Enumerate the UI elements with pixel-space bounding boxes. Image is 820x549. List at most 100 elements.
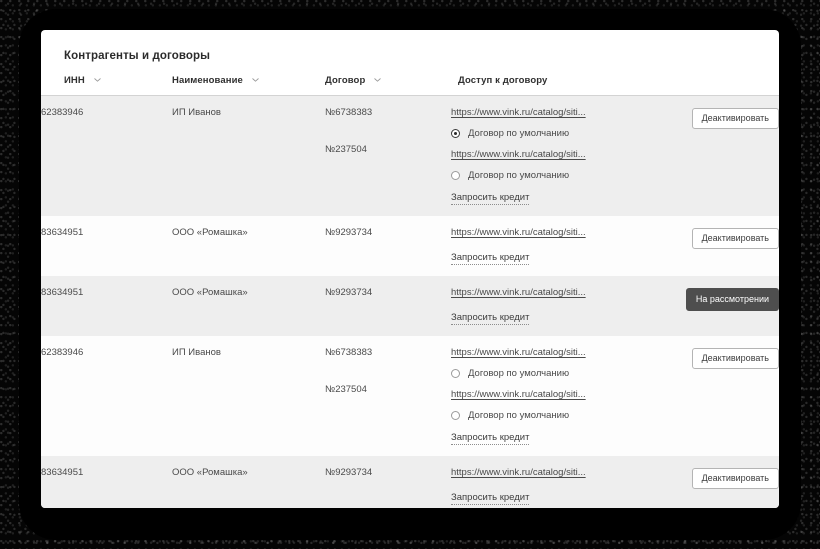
row-action: Деактивировать	[691, 107, 779, 129]
cell-name: ИП Иванов	[172, 347, 221, 358]
cell-access: https://www.vink.ru/catalog/siti... Запро…	[451, 276, 779, 336]
contract-number: №9293734	[325, 227, 373, 238]
access-wrapper: https://www.vink.ru/catalog/siti... Запро…	[451, 287, 779, 325]
contractors-table: ИНН Наименование Договор	[41, 75, 779, 508]
column-header-inn[interactable]: ИНН	[41, 75, 172, 96]
table-header-row: ИНН Наименование Договор	[41, 75, 779, 96]
column-header-access-label: Доступ к договору	[458, 75, 548, 86]
default-contract-label: Договор по умолчанию	[468, 128, 570, 139]
request-credit-link[interactable]: Запросить кредит	[451, 492, 530, 505]
radio-selected-icon[interactable]	[451, 129, 460, 138]
contract-number: №6738383	[325, 347, 373, 358]
request-credit-link[interactable]: Запросить кредит	[451, 312, 530, 325]
contract-access-block: https://www.vink.ru/catalog/siti...	[451, 227, 684, 241]
deactivate-button[interactable]: Деактивировать	[691, 348, 779, 369]
default-contract-label: Договор по умолчанию	[468, 410, 570, 421]
deactivate-button[interactable]: Деактивировать	[691, 228, 779, 249]
contract-access-block: https://www.vink.ru/catalog/siti...	[451, 287, 678, 301]
contract-document-link[interactable]: https://www.vink.ru/catalog/siti...	[451, 227, 586, 238]
cell-inn: 83634951	[41, 287, 84, 298]
deactivate-button[interactable]: Деактивировать	[691, 468, 779, 489]
chevron-down-icon[interactable]	[93, 78, 101, 82]
radio-unselected-icon[interactable]	[451, 171, 460, 180]
default-contract-label: Договор по умолчанию	[468, 368, 570, 379]
contract-access-block: https://www.vink.ru/catalog/siti... Догов…	[451, 107, 684, 139]
contract-access-block: https://www.vink.ru/catalog/siti... Догов…	[451, 389, 684, 421]
cell-access: https://www.vink.ru/catalog/siti... Запро…	[451, 216, 779, 276]
cell-access: https://www.vink.ru/catalog/siti... Догов…	[451, 336, 779, 456]
deactivate-button[interactable]: Деактивировать	[691, 108, 779, 129]
table-body: 62383946 ИП Иванов №6738383 №237504 https://…	[41, 95, 779, 508]
row-action: Деактивировать	[691, 347, 779, 369]
access-contracts: https://www.vink.ru/catalog/siti... Догов…	[451, 347, 684, 445]
cell-contract-numbers: №6738383 №237504	[325, 96, 451, 217]
cell-access: https://www.vink.ru/catalog/siti... Запро…	[451, 456, 779, 508]
table-row: 83634951 ООО «Ромашка» №9293734 https://www…	[41, 276, 779, 336]
contract-number: №237504	[325, 384, 367, 395]
cell-name: ООО «Ромашка»	[172, 287, 248, 298]
status-badge: На рассмотрении	[685, 288, 779, 311]
default-contract-radio-row[interactable]: Договор по умолчанию	[451, 410, 684, 421]
cell-inn: 83634951	[41, 467, 84, 478]
access-wrapper: https://www.vink.ru/catalog/siti... Запро…	[451, 467, 779, 505]
contract-access-block: https://www.vink.ru/catalog/siti... Догов…	[451, 149, 684, 181]
default-contract-radio-row[interactable]: Договор по умолчанию	[451, 128, 684, 139]
radio-unselected-icon[interactable]	[451, 411, 460, 420]
column-header-name-label: Наименование	[172, 75, 243, 86]
row-action: На рассмотрении	[685, 287, 779, 311]
table-header: ИНН Наименование Договор	[41, 75, 779, 96]
radio-unselected-icon[interactable]	[451, 369, 460, 378]
contract-access-block: https://www.vink.ru/catalog/siti... Догов…	[451, 347, 684, 379]
table-row: 62383946 ИП Иванов №6738383 №237504 https://…	[41, 95, 779, 217]
column-header-inn-label: ИНН	[64, 75, 85, 86]
default-contract-radio-row[interactable]: Договор по умолчанию	[451, 170, 684, 181]
row-action: Деактивировать	[691, 467, 779, 489]
column-header-contract-label: Договор	[325, 75, 366, 86]
row-action: Деактивировать	[691, 227, 779, 249]
cell-contract-numbers: №9293734	[325, 216, 451, 276]
access-contracts: https://www.vink.ru/catalog/siti... Запро…	[451, 287, 678, 325]
table-row: 83634951 ООО «Ромашка» №9293734 https://www…	[41, 216, 779, 276]
request-credit-link[interactable]: Запросить кредит	[451, 192, 530, 205]
request-credit-link[interactable]: Запросить кредит	[451, 252, 530, 265]
column-header-name[interactable]: Наименование	[172, 75, 325, 96]
contract-document-link[interactable]: https://www.vink.ru/catalog/siti...	[451, 107, 586, 118]
contract-document-link[interactable]: https://www.vink.ru/catalog/siti...	[451, 467, 586, 478]
contract-document-link[interactable]: https://www.vink.ru/catalog/siti...	[451, 389, 586, 400]
cell-inn: 62383946	[41, 347, 84, 358]
contract-document-link[interactable]: https://www.vink.ru/catalog/siti...	[451, 149, 586, 160]
table-row: 83634951 ООО «Ромашка» №9293734 https://www…	[41, 456, 779, 508]
cell-inn: 62383946	[41, 107, 84, 118]
column-header-access: Доступ к договору	[451, 75, 779, 96]
cell-name: ООО «Ромашка»	[172, 467, 248, 478]
cell-inn: 83634951	[41, 227, 84, 238]
contractors-card: Контрагенты и договоры ИНН Наименование	[41, 30, 779, 508]
contract-number: №9293734	[325, 467, 373, 478]
cell-name: ИП Иванов	[172, 107, 221, 118]
request-credit-link[interactable]: Запросить кредит	[451, 432, 530, 445]
contract-number: №237504	[325, 144, 367, 155]
page-title: Контрагенты и договоры	[64, 50, 211, 62]
access-contracts: https://www.vink.ru/catalog/siti... Запро…	[451, 467, 684, 505]
access-contracts: https://www.vink.ru/catalog/siti... Догов…	[451, 107, 684, 205]
table-row: 62383946 ИП Иванов №6738383 №237504 https://…	[41, 336, 779, 456]
chevron-down-icon[interactable]	[251, 78, 259, 82]
contract-document-link[interactable]: https://www.vink.ru/catalog/siti...	[451, 287, 586, 298]
contract-access-block: https://www.vink.ru/catalog/siti...	[451, 467, 684, 481]
cell-contract-numbers: №6738383 №237504	[325, 336, 451, 456]
contract-document-link[interactable]: https://www.vink.ru/catalog/siti...	[451, 347, 586, 358]
chevron-down-icon[interactable]	[374, 78, 381, 82]
access-wrapper: https://www.vink.ru/catalog/siti... Догов…	[451, 107, 779, 205]
default-contract-label: Договор по умолчанию	[468, 170, 570, 181]
access-wrapper: https://www.vink.ru/catalog/siti... Запро…	[451, 227, 779, 265]
contract-number: №9293734	[325, 287, 373, 298]
access-contracts: https://www.vink.ru/catalog/siti... Запро…	[451, 227, 684, 265]
cell-access: https://www.vink.ru/catalog/siti... Догов…	[451, 96, 779, 217]
contract-number: №6738383	[325, 107, 373, 118]
cell-contract-numbers: №9293734	[325, 456, 451, 508]
cell-name: ООО «Ромашка»	[172, 227, 248, 238]
access-wrapper: https://www.vink.ru/catalog/siti... Догов…	[451, 347, 779, 445]
column-header-contract[interactable]: Договор	[325, 75, 451, 96]
cell-contract-numbers: №9293734	[325, 276, 451, 336]
default-contract-radio-row[interactable]: Договор по умолчанию	[451, 368, 684, 379]
